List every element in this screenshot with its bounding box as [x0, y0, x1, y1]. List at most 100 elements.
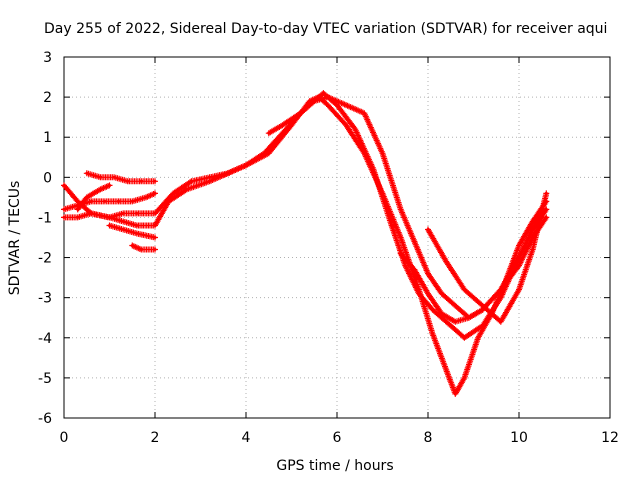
- data-point: [476, 336, 480, 340]
- data-point: [153, 236, 157, 239]
- series-trace: [74, 182, 113, 213]
- y-tick-label: 2: [43, 90, 52, 106]
- data-point: [531, 228, 535, 231]
- data-point: [108, 224, 111, 227]
- data-point: [108, 183, 111, 187]
- data-point: [85, 171, 89, 175]
- data-point: [280, 131, 284, 135]
- series-trace-6: [106, 222, 158, 241]
- series-trace: [129, 242, 158, 253]
- data-point: [62, 215, 66, 219]
- x-tick-label: 6: [333, 430, 342, 446]
- data-point: [544, 191, 548, 195]
- data-point: [326, 95, 330, 99]
- data-point: [135, 211, 139, 215]
- data-point: [135, 224, 139, 227]
- data-point: [381, 151, 384, 155]
- data-point: [280, 123, 284, 127]
- y-tick-label: 1: [43, 130, 52, 146]
- data-point: [431, 308, 434, 312]
- data-point: [185, 187, 189, 191]
- data-point: [121, 228, 125, 231]
- data-point: [171, 191, 175, 195]
- data-point: [135, 232, 139, 235]
- data-point: [399, 236, 403, 239]
- data-point: [89, 199, 93, 203]
- data-point: [403, 264, 407, 268]
- data-point: [426, 272, 430, 276]
- data-point: [130, 199, 134, 203]
- data-point: [299, 111, 303, 115]
- data-point: [362, 111, 366, 115]
- x-axis-label: GPS time / hours: [276, 458, 393, 474]
- data-point: [117, 199, 121, 203]
- data-point: [544, 215, 548, 219]
- data-point: [98, 187, 102, 191]
- data-point: [267, 131, 271, 135]
- data-point: [531, 248, 535, 251]
- data-point: [399, 252, 403, 255]
- data-point: [344, 103, 348, 107]
- data-point: [462, 288, 466, 292]
- data-point: [139, 179, 143, 183]
- data-point: [481, 324, 485, 328]
- y-tick-label: -2: [38, 251, 52, 267]
- data-point: [98, 175, 102, 179]
- data-point: [208, 175, 212, 179]
- data-point: [121, 211, 125, 215]
- data-point: [226, 171, 230, 175]
- data-point: [103, 199, 107, 203]
- data-point: [444, 368, 448, 372]
- data-point: [412, 268, 416, 272]
- data-point: [112, 175, 116, 179]
- data-point: [153, 248, 157, 251]
- data-point: [108, 215, 111, 219]
- y-tick-label: -6: [38, 411, 52, 427]
- data-point: [431, 332, 434, 336]
- data-point: [517, 256, 521, 260]
- x-tick-label: 2: [151, 430, 160, 446]
- x-tick-label: 10: [510, 430, 528, 446]
- data-point: [153, 179, 157, 183]
- data-point: [453, 392, 457, 396]
- data-point: [499, 288, 503, 292]
- series-trace-3: [83, 170, 158, 185]
- x-tick-label: 12: [601, 430, 619, 446]
- data-point: [449, 324, 453, 328]
- data-point: [444, 260, 448, 264]
- data-point: [62, 183, 66, 187]
- data-point: [453, 320, 457, 324]
- data-point: [76, 199, 80, 203]
- data-point: [326, 103, 330, 107]
- data-point: [390, 224, 394, 227]
- data-point: [262, 151, 266, 155]
- data-point: [62, 207, 66, 211]
- data-point: [76, 215, 80, 219]
- data-point: [121, 220, 125, 223]
- data-point: [89, 211, 93, 215]
- data-point: [426, 228, 430, 231]
- data-point: [85, 195, 89, 199]
- data-point: [412, 240, 416, 243]
- data-point: [499, 296, 503, 300]
- series-trace-5: [74, 182, 113, 213]
- data-point: [153, 191, 157, 195]
- x-tick-label: 0: [60, 430, 69, 446]
- data-point: [462, 376, 466, 380]
- data-point: [371, 167, 375, 171]
- data-point: [130, 244, 134, 247]
- data-point: [517, 288, 521, 292]
- data-point: [453, 304, 457, 308]
- y-tick-label: -5: [38, 371, 52, 387]
- series-trace: [61, 90, 545, 341]
- data-point: [517, 264, 521, 268]
- data-point: [531, 220, 535, 223]
- data-point: [467, 316, 471, 320]
- data-point: [517, 244, 521, 247]
- data-point: [399, 207, 403, 211]
- x-tick-label: 4: [242, 430, 251, 446]
- y-axis-label: SDTVAR / TECUs: [7, 181, 23, 296]
- data-point: [344, 123, 348, 127]
